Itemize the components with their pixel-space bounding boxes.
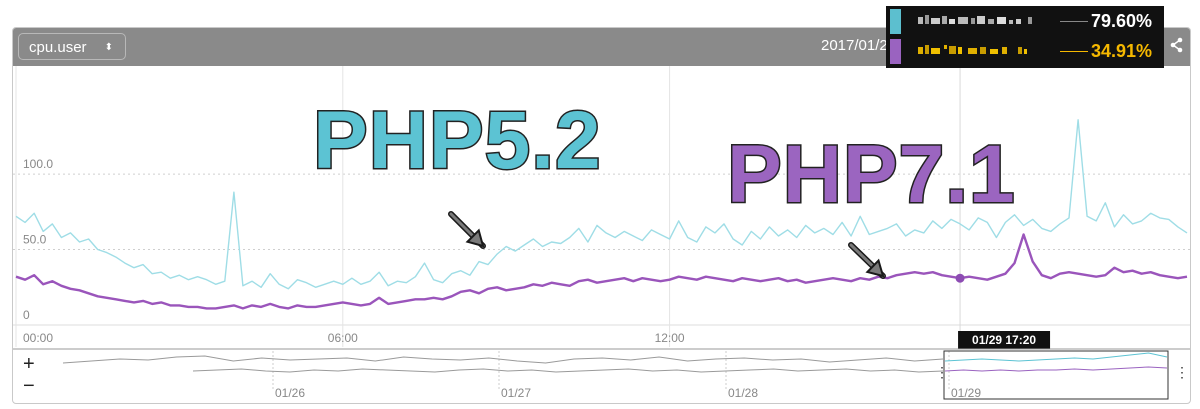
- legend-row: 79.60%: [890, 8, 1160, 35]
- navigator-area: [63, 350, 1175, 402]
- legend-row: 34.91%: [890, 38, 1160, 65]
- legend-tooltip: 79.60% 34.91%: [886, 6, 1164, 68]
- redacted-host-name: [918, 45, 1027, 54]
- metric-select[interactable]: cpu.user ⬍: [18, 33, 126, 60]
- navigator-tick-label: 01/26: [275, 386, 305, 400]
- navigator-tick-label: 01/29: [951, 386, 981, 400]
- legend-swatch: [890, 9, 901, 34]
- zoom-in-button[interactable]: +: [23, 353, 35, 375]
- share-icon[interactable]: [1170, 36, 1184, 54]
- navigator-trace: [62, 355, 944, 364]
- crosshair-time-badge: [958, 331, 1051, 349]
- arrow-head: [865, 258, 885, 278]
- navigator-selection: [943, 350, 1169, 400]
- navigator-selected-trace: [944, 352, 1168, 362]
- series-line: [15, 233, 1188, 310]
- y-tick-label: 50.0: [23, 233, 47, 247]
- crosshair-time-label: 01/29 17:20: [972, 333, 1036, 347]
- php52-arrow: [448, 211, 486, 249]
- legend-leader-line: [1060, 21, 1088, 22]
- y-tick-label: 0: [23, 308, 30, 322]
- crosshair-point: [955, 273, 965, 283]
- arrow-head: [465, 228, 485, 248]
- php71-arrow: [848, 242, 886, 279]
- legend-leader-line: [1060, 51, 1088, 52]
- navigator-selected-trace: [944, 366, 1168, 372]
- y-tick-label: 100.0: [23, 157, 53, 171]
- navigator-handle[interactable]: ⋮: [1175, 364, 1189, 380]
- zoom-out-button[interactable]: −: [23, 375, 35, 397]
- select-caret-icon: ⬍: [104, 42, 113, 53]
- redacted-host-name: [918, 15, 1032, 24]
- line-chart[interactable]: 0 50.0 100.0 00:00 06:00 12:00 01/29 17:20 01/2…: [13, 66, 1190, 403]
- navigator-handle[interactable]: ⋮: [935, 364, 949, 380]
- legend-value: 34.91%: [1090, 41, 1152, 61]
- chart-panel: cpu.user ⬍ 2017/01/2 0 50.0 100.0 00:00 06:0…: [12, 27, 1191, 404]
- navigator-tick-label: 01/27: [501, 386, 531, 400]
- navigator-trace: [192, 368, 944, 373]
- php71-annotation: PHP7.1: [726, 128, 1017, 222]
- series-line: [15, 119, 1188, 290]
- navigator-zoom-controls: + −: [13, 349, 53, 403]
- php52-annotation: PHP5.2: [312, 94, 603, 188]
- x-tick-label: 00:00: [23, 331, 53, 345]
- metric-select-label: cpu.user: [29, 39, 87, 56]
- x-tick-label: 06:00: [328, 331, 358, 345]
- legend-swatch: [890, 39, 901, 64]
- x-tick-label: 12:00: [655, 331, 685, 345]
- date-label: 2017/01/2: [821, 37, 888, 54]
- legend-value: 79.60%: [1090, 11, 1152, 31]
- navigator-tick-label: 01/28: [728, 386, 758, 400]
